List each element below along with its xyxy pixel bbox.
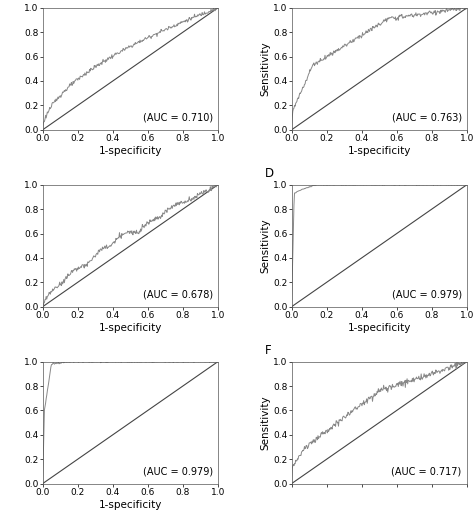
Text: (AUC = 0.717): (AUC = 0.717) xyxy=(392,466,462,476)
X-axis label: 1-specificity: 1-specificity xyxy=(347,146,411,156)
X-axis label: 1-specificity: 1-specificity xyxy=(347,322,411,333)
X-axis label: 1-specificity: 1-specificity xyxy=(99,500,162,510)
X-axis label: 1-specificity: 1-specificity xyxy=(99,322,162,333)
X-axis label: 1-specificity: 1-specificity xyxy=(99,146,162,156)
Text: F: F xyxy=(265,344,272,357)
Text: (AUC = 0.979): (AUC = 0.979) xyxy=(392,289,462,300)
Y-axis label: Sensitivity: Sensitivity xyxy=(260,42,270,96)
Text: (AUC = 0.763): (AUC = 0.763) xyxy=(392,112,462,123)
Text: D: D xyxy=(265,167,274,180)
Text: (AUC = 0.979): (AUC = 0.979) xyxy=(143,466,213,476)
Text: (AUC = 0.678): (AUC = 0.678) xyxy=(143,289,213,300)
Text: (AUC = 0.710): (AUC = 0.710) xyxy=(143,112,213,123)
Y-axis label: Sensitivity: Sensitivity xyxy=(260,218,270,273)
Y-axis label: Sensitivity: Sensitivity xyxy=(260,395,270,450)
